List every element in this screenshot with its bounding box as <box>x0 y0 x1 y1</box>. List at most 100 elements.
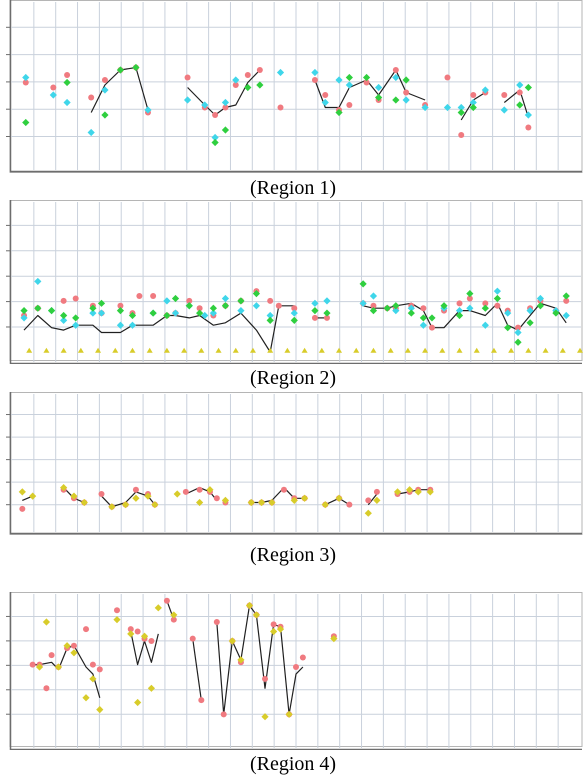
cyan-diamond-point <box>524 111 532 119</box>
cyan-diamond-point <box>402 96 410 104</box>
yellow-triangle-point <box>181 347 188 353</box>
series-line-segment <box>216 604 304 715</box>
cyan-diamond-point <box>201 311 209 320</box>
cyan-diamond-point <box>22 73 30 82</box>
cyan-diamond-point <box>116 321 125 329</box>
cyan-diamond-point <box>144 106 152 114</box>
yellow-diamond-point <box>42 618 51 626</box>
yellow-diamond-point <box>147 684 156 692</box>
red-point <box>189 635 196 642</box>
yellow-triangle-point <box>473 347 480 353</box>
green-diamond-point <box>392 96 400 104</box>
region-4-chart <box>6 592 583 750</box>
red-point <box>280 486 287 493</box>
green-diamond-point <box>383 304 391 312</box>
green-diamond-point <box>562 292 570 300</box>
red-point <box>403 89 410 96</box>
red-point <box>515 324 522 331</box>
red-point <box>83 626 90 633</box>
region-4-caption: (Region 4) <box>249 753 337 775</box>
red-point <box>501 92 508 98</box>
red-point <box>323 314 330 321</box>
yellow-diamond-point <box>35 663 44 671</box>
red-point <box>222 104 229 111</box>
green-diamond-point <box>171 294 180 303</box>
green-diamond-point <box>290 316 298 324</box>
region-3-caption: (Region 3) <box>249 544 337 566</box>
cyan-diamond-point <box>421 103 429 112</box>
red-point <box>363 79 370 86</box>
yellow-triangle-point <box>215 347 222 353</box>
yellow-diamond-point <box>140 632 149 640</box>
red-point <box>198 697 205 704</box>
cyan-diamond-point <box>500 106 508 114</box>
red-point <box>132 486 139 493</box>
red-point <box>275 302 282 309</box>
red-point <box>89 661 96 668</box>
yellow-triangle-point <box>456 347 463 353</box>
red-point <box>88 94 95 101</box>
red-point <box>182 488 189 495</box>
yellow-triangle-point <box>404 347 411 353</box>
yellow-triangle-point <box>60 347 67 353</box>
red-point <box>516 89 523 96</box>
yellow-diamond-point <box>173 490 181 498</box>
green-diamond-point <box>516 101 524 109</box>
green-diamond-point <box>47 307 56 315</box>
red-point <box>127 626 134 633</box>
yellow-triangle-point <box>318 347 325 353</box>
region-1-panel: (Region 1) <box>0 0 586 200</box>
yellow-diamond-point <box>80 498 88 507</box>
cyan-diamond-point <box>481 86 489 94</box>
yellow-diamond-point <box>406 486 414 494</box>
cyan-diamond-point <box>469 98 477 107</box>
red-point <box>346 501 353 508</box>
red-point <box>525 124 532 131</box>
cyan-diamond-point <box>72 321 80 329</box>
yellow-triangle-point <box>422 347 429 353</box>
green-diamond-point <box>20 307 28 315</box>
cyan-diamond-point <box>392 307 400 315</box>
red-point <box>270 621 277 628</box>
green-diamond-point <box>514 338 522 346</box>
yellow-diamond-point <box>70 492 78 500</box>
yellow-triangle-point <box>387 347 394 353</box>
cyan-diamond-point <box>481 321 489 329</box>
red-point <box>117 302 124 309</box>
yellow-triangle-point <box>232 347 239 353</box>
yellow-triangle-point <box>95 347 102 353</box>
green-diamond-point <box>493 294 501 303</box>
cyan-diamond-point <box>60 316 68 324</box>
red-point <box>346 102 353 108</box>
red-point <box>244 72 251 78</box>
cyan-diamond-point <box>457 103 465 112</box>
yellow-diamond-point <box>134 698 142 707</box>
red-point <box>444 74 451 81</box>
cyan-diamond-point <box>183 96 192 104</box>
red-point <box>184 74 191 81</box>
cyan-diamond-point <box>63 98 71 107</box>
green-diamond-point <box>63 78 71 87</box>
green-diamond-point <box>256 81 264 89</box>
red-point <box>43 685 50 692</box>
green-diamond-point <box>185 302 193 310</box>
yellow-diamond-point <box>301 494 309 502</box>
green-diamond-point <box>22 118 30 127</box>
yellow-triangle-point <box>490 347 497 353</box>
yellow-diamond-point <box>330 635 338 643</box>
red-point <box>64 72 71 78</box>
yellow-triangle-point <box>146 347 153 353</box>
red-point <box>212 112 219 118</box>
yellow-diamond-point <box>426 488 434 496</box>
red-point <box>267 297 274 304</box>
green-diamond-point <box>392 302 400 310</box>
red-point <box>19 505 26 512</box>
yellow-triangle-point <box>198 347 205 353</box>
yellow-diamond-point <box>257 498 266 507</box>
cyan-diamond-point <box>536 294 545 303</box>
yellow-triangle-point <box>525 347 532 353</box>
yellow-triangle-point <box>249 347 256 353</box>
yellow-triangle-point <box>112 347 119 353</box>
red-point <box>60 297 67 304</box>
cyan-diamond-point <box>252 302 261 310</box>
